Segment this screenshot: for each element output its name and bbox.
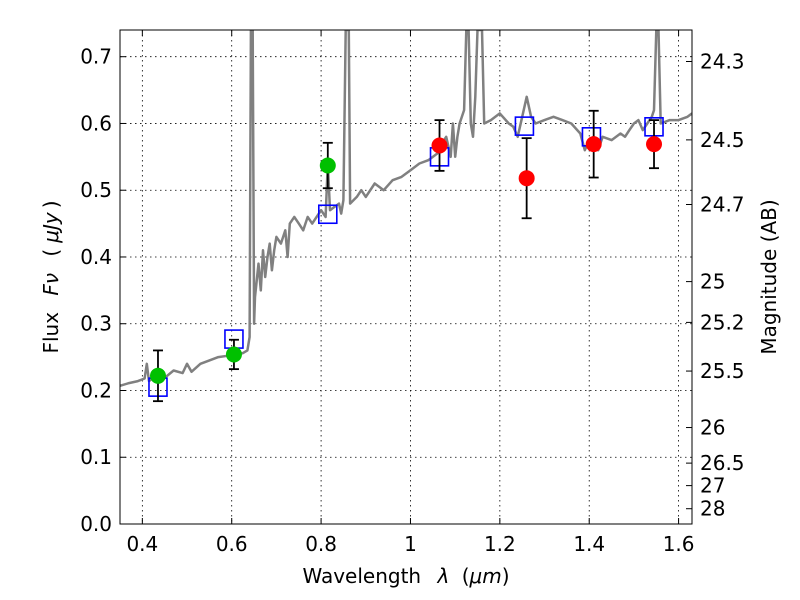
x-tick-label: 0.4 <box>126 532 158 556</box>
y-axis-title-unit-close: ) <box>39 200 63 208</box>
data-point-2-2 <box>319 157 336 174</box>
y2-tick-label: 27 <box>700 474 725 498</box>
x-axis-title-unit-open: ( <box>462 564 470 588</box>
y-tick-label: 0.4 <box>80 245 112 269</box>
y2-tick-label: 25.5 <box>700 359 745 383</box>
x-tick-label: 1.6 <box>663 532 695 556</box>
data-point-2-1 <box>225 346 242 363</box>
y-axis-title-text: Flux <box>39 312 63 354</box>
y-tick-label: 0.2 <box>80 378 112 402</box>
data-point-3-1 <box>518 170 535 187</box>
x-tick-label: 1 <box>404 532 417 556</box>
y2-axis-title: Magnitude (AB) <box>757 199 781 354</box>
y-axis-title-unit-open: ( <box>39 249 63 257</box>
y2-tick-label: 24.5 <box>700 128 745 152</box>
y2-tick-label: 26.5 <box>700 451 745 475</box>
y-tick-label: 0.7 <box>80 45 112 69</box>
data-point-3-2 <box>585 136 602 153</box>
y-tick-label: 0.0 <box>80 512 112 536</box>
x-tick-label: 1.2 <box>484 532 516 556</box>
data-point-3-0 <box>431 137 448 154</box>
x-axis-title-unit: μm <box>469 564 502 588</box>
x-tick-label: 1.4 <box>573 532 605 556</box>
y2-tick-label: 26 <box>700 416 725 440</box>
y-tick-label: 0.6 <box>80 111 112 135</box>
model-square-4 <box>514 116 535 136</box>
y2-tick-label: 25.2 <box>700 310 745 334</box>
x-axis-title-symbol: λ <box>436 564 449 588</box>
y2-tick-label: 25 <box>700 270 725 294</box>
x-tick-label: 0.8 <box>305 532 337 556</box>
y-axis-title-unit: μJy <box>39 211 63 244</box>
y-tick-label: 0.5 <box>80 178 112 202</box>
y2-tick-label: 28 <box>700 497 725 521</box>
data-point-3-3 <box>646 136 663 153</box>
x-axis-title-text: Wavelength <box>302 564 421 588</box>
x-axis-title-unit-close: ) <box>502 564 510 588</box>
y-tick-label: 0.3 <box>80 312 112 336</box>
y-axis-title-symbol: Fν <box>39 273 63 296</box>
y-axis-title: Flux Fν ( μJy) <box>39 200 63 353</box>
x-axis-title: Wavelength λ (μm) <box>302 564 509 588</box>
data-point-2-0 <box>149 367 166 384</box>
plot-area <box>120 30 692 403</box>
y-axis: 0.0 0.1 0.2 0.3 0.4 0.5 0.6 0.7 <box>80 45 126 536</box>
plot-frame <box>119 29 693 525</box>
y-tick-label: 0.1 <box>80 445 112 469</box>
model-square-2 <box>317 204 338 225</box>
y2-tick-label: 24.7 <box>700 193 745 217</box>
y2-tick-label: 24.3 <box>700 50 745 74</box>
x-tick-label: 0.6 <box>216 532 248 556</box>
x-axis: 0.4 0.6 0.8 1 1.2 1.4 1.6 <box>126 30 695 556</box>
